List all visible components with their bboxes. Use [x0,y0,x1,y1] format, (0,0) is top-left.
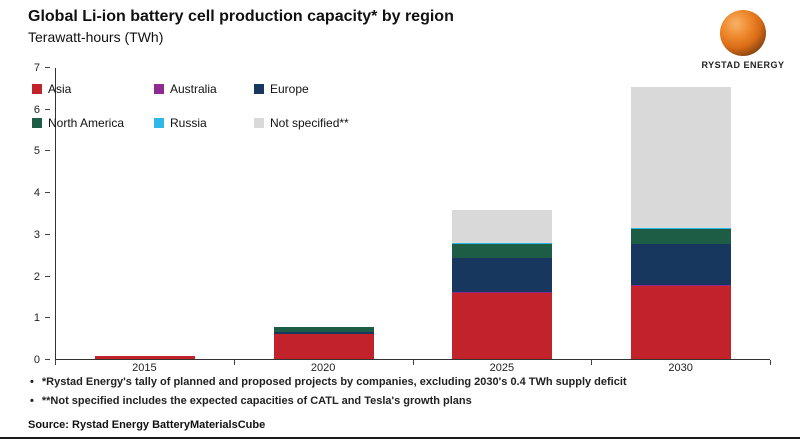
bar-segment-europe-2025 [452,258,553,292]
footnote-text: **Not specified includes the expected ca… [41,395,472,407]
bar-segment-asia-2015 [95,356,196,359]
x-tick-mark [233,360,235,365]
y-tick-mark [45,359,50,360]
x-tick-label-2020: 2020 [310,362,336,374]
bar-segment-north-america-2030 [630,229,731,244]
bar-slot-2025 [413,68,592,359]
bar-segment-europe-2020 [273,331,374,334]
bar-slot-2030 [592,68,771,359]
footnote: • **Not specified includes the expected c… [30,395,627,407]
bar-segment-not-specified--2030 [630,87,731,229]
bullet-icon: • [30,395,34,407]
y-tick-label: 4 [33,187,40,200]
x-tick-mark [412,360,414,365]
bar-segment-asia-2030 [630,286,731,359]
page-subtitle: Terawatt-hours (TWh) [28,29,164,45]
x-tick-mark [770,360,771,365]
y-tick-label: 7 [33,62,40,74]
page-title: Global Li-ion battery cell production ca… [28,8,454,25]
stacked-bar-2030 [630,68,731,359]
y-tick-mark [45,150,50,152]
bar-segment-asia-2020 [273,334,374,359]
bar-segment-north-america-2020 [273,327,374,332]
bar-slot-2020 [235,68,414,359]
y-tick-label: 5 [33,145,40,158]
y-tick-mark [45,67,50,68]
bullet-icon: • [30,376,34,388]
x-tick-label-2025: 2025 [489,362,515,374]
bar-segment-not-specified--2025 [452,209,553,244]
y-tick-label: 1 [33,312,40,325]
bar-segment-australia-2025 [452,291,553,293]
y-tick-mark [45,233,50,235]
stacked-bar-2020 [273,68,374,359]
footnote: • *Rystad Energy's tally of planned and p… [30,376,627,388]
source-line: Source: Rystad Energy BatteryMaterialsCu… [28,419,266,431]
y-tick-mark [45,108,50,110]
bar-segment-russia-2030 [630,228,731,230]
x-tick-mark [55,360,56,365]
bar-segment-russia-2025 [452,243,553,244]
rystad-logo: RYSTAD ENERGY [698,10,788,70]
bar-segment-north-america-2025 [452,243,553,259]
x-tick-label-2015: 2015 [132,362,157,374]
bar-slot-2015 [56,68,235,359]
y-tick-mark [45,275,50,277]
y-tick-label: 0 [33,354,40,366]
x-tick-mark [591,360,593,365]
stacked-bar-2015 [95,68,196,359]
x-axis-labels: 2015 2020 2025 2030 [55,362,770,374]
rystad-globe-icon [720,10,766,56]
y-tick-label: 6 [33,103,40,116]
y-tick-mark [45,192,50,194]
y-tick-label: 3 [33,228,40,241]
y-tick-mark [45,317,50,319]
plot-area [55,68,770,360]
stacked-bar-2025 [452,68,553,359]
y-axis: 0 1 2 3 4 5 6 7 [0,62,50,366]
rystad-logo-text: RYSTAD ENERGY [701,60,785,70]
y-tick-label: 2 [33,270,40,283]
footnotes: • *Rystad Energy's tally of planned and p… [30,376,627,414]
x-tick-label-2030: 2030 [668,362,693,374]
bar-segment-europe-2030 [630,243,731,286]
bar-segment-australia-2030 [630,285,731,287]
footnote-text: *Rystad Energy's tally of planned and pr… [41,376,627,388]
bar-segment-asia-2025 [452,292,553,359]
